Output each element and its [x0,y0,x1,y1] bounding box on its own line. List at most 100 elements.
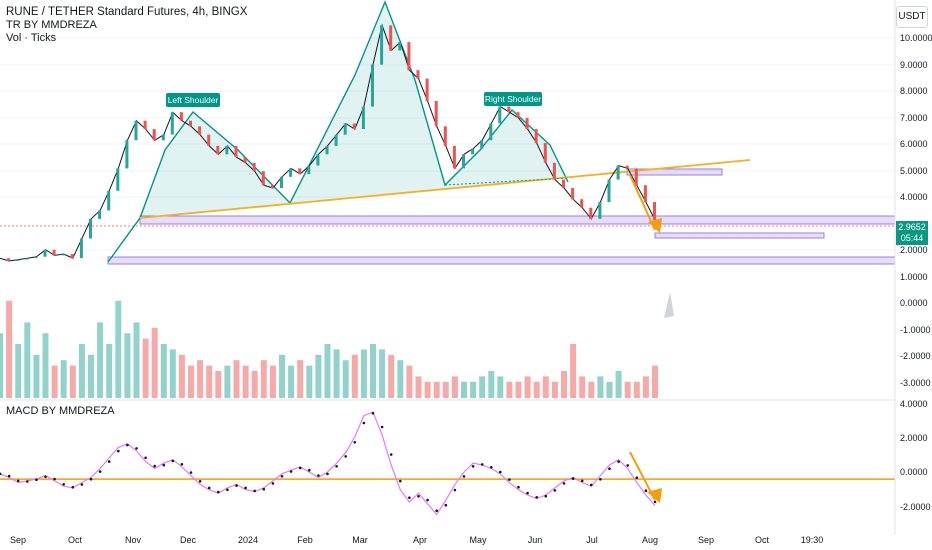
macd-point [71,486,75,489]
macd-point [317,474,320,477]
volume-bar [351,354,358,398]
price-candle [134,120,138,141]
pattern-fill [140,2,568,218]
macd-point [7,474,11,478]
volume-bar [597,376,604,398]
volume-bar [15,344,22,398]
time-tick-label: Jun [528,535,543,545]
volume-bar [451,376,458,398]
volume-bar [497,376,504,398]
volume-bar [297,360,304,398]
right-shoulder-badge [484,92,542,106]
price-candle [361,106,365,129]
macd-point [490,466,493,469]
currency-button[interactable]: USDT [896,6,928,28]
volume-bar [115,300,122,398]
price-candle [380,25,384,65]
volume-bar [60,360,67,398]
volume-bar [406,365,413,398]
price-candle [552,162,556,180]
volume-bar [461,381,467,398]
macd-point [80,483,84,486]
macd-point [335,465,338,468]
price-candle [580,199,584,208]
macd-point [262,487,266,491]
price-candle [507,106,511,113]
volume-bar [433,381,440,398]
volume-bar [260,360,267,398]
price-candle [498,106,502,124]
price-candle [571,188,575,200]
volume-bar [288,365,295,398]
macd-point [98,470,102,473]
gray-arrow [664,292,674,318]
macd-point [653,500,657,504]
price-candle [16,259,20,261]
macd-point [471,465,475,468]
macd-point [180,463,184,466]
volume-bar [151,327,158,398]
volume-bar [588,381,595,398]
volume-bar [442,381,449,398]
volume-bar [306,365,313,398]
volume-bar [133,322,140,398]
macd-point [280,475,284,478]
volume-bar [470,381,477,398]
time-tick-label: Feb [297,535,313,545]
macd-point [153,464,156,468]
price-tick-label: 2.0000 [900,245,928,255]
volume-tick-label: 0.0000 [900,298,928,308]
macd-point [553,489,557,492]
price-candle [543,143,547,163]
volume-tick-label: -1.0000 [900,325,931,335]
macd-point [53,477,56,481]
macd-point [353,441,357,444]
price-candle [261,171,265,186]
macd-point [117,449,120,453]
macd-point [135,447,138,450]
volume-bar [233,360,240,398]
macd-point [617,460,620,463]
macd-point [207,486,211,490]
price-candle [225,145,229,155]
macd-series [0,411,895,516]
price-candle [616,165,620,180]
macd-point [107,460,111,463]
volume-bar [33,354,40,398]
macd-point [289,470,293,473]
price-candle [389,25,393,51]
volume-bar [206,365,213,398]
volume-bar [178,354,185,398]
macd-tick-label: 4.0000 [900,399,928,409]
price-candle [189,120,192,127]
price-candle [198,126,202,135]
macd-point [171,459,175,463]
macd-point [371,412,375,415]
support-zone-lower [107,256,896,265]
volume-bar [188,365,194,398]
price-candle [161,134,165,141]
target-zone [654,232,825,239]
price-candle [452,145,456,169]
macd-point [26,480,29,483]
grid-lines [0,37,895,251]
price-candle [52,249,56,256]
macd-point [462,475,466,478]
macd-point [144,456,147,460]
price-candle [298,168,302,174]
time-tick-label: Nov [125,535,142,545]
price-tick-label: 9.0000 [900,60,928,70]
volume-bar [324,344,331,398]
support-zones [0,168,896,265]
macd-point [308,468,311,472]
price-candle [316,154,320,166]
macd-point [126,443,129,447]
volume-bar [479,376,486,398]
volume-bar [515,381,522,398]
last-price-value: 2.9652 [898,222,926,232]
pattern-labels: Left Shoulder Right Shoulder [166,92,542,107]
volume-bar [342,360,349,398]
volume-bar [488,371,495,398]
volume-bar [561,371,567,398]
